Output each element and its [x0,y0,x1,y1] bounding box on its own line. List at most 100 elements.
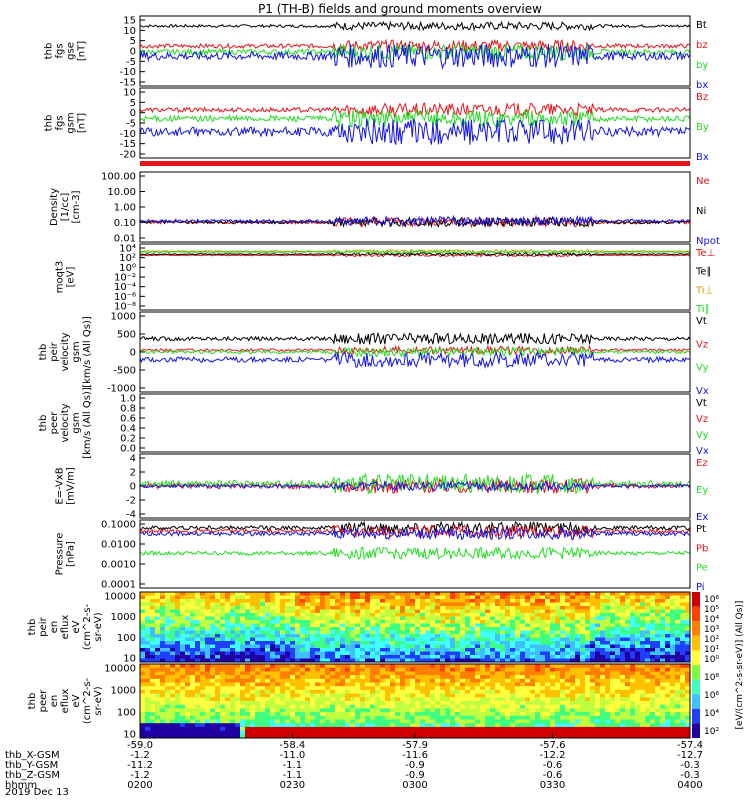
spectrogram-cell [185,655,191,659]
spectrogram-cell [605,664,611,669]
spectrogram-cell [480,592,486,596]
spectrogram-cell [375,667,381,672]
spectrogram-cell [555,734,561,739]
spectrogram-cell [570,667,576,672]
spectrogram-cell [220,730,226,735]
spectrogram-cell [370,675,376,680]
x-row-value: -1.2 [130,750,150,761]
spectrogram-cell [450,592,456,596]
x-tick-label: -57.6 [540,740,566,751]
spectrogram-cell [310,602,316,607]
spectrogram-cell [185,613,191,617]
spectrogram-cell [450,712,456,717]
spectrogram-cell [660,664,666,669]
spectrogram-cell [665,689,671,695]
y-tick-label: 10 [123,730,136,741]
spectrogram-cell [595,651,601,656]
spectrogram-cell [530,595,536,600]
spectrogram-cell [315,592,321,596]
spectrogram-cell [415,641,421,645]
spectrogram-cell [370,616,376,621]
spectrogram-cell [360,664,366,669]
spectrogram-cell [545,664,551,669]
spectrogram-cell [365,648,371,652]
spectrogram-cell [295,606,301,610]
spectrogram-cell [415,592,421,596]
spectrogram-cell [170,655,176,659]
spectrogram-cell [465,667,471,672]
spectrogram-cell [450,693,456,698]
spectrogram-cell [280,620,286,624]
spectrogram-cell [325,730,331,735]
spectrogram-cell [275,686,281,691]
spectrogram-cell [505,697,511,702]
spectrogram-cell [295,712,301,717]
spectrogram-cell [530,675,536,680]
spectrogram-cell [230,641,236,645]
spectrogram-cell [265,686,271,691]
spectrogram-cell [370,648,376,652]
spectrogram-cell [600,658,606,663]
spectrogram-cell [150,616,156,621]
spectrogram-cell [220,658,226,663]
spectrogram-cell [180,651,186,656]
spectrogram-cell [325,648,331,652]
spectrogram-cell [190,686,196,691]
spectrogram-cell [680,712,686,717]
spectrogram-cell [540,671,546,676]
spectrogram-cell [365,682,371,687]
spectrogram-cell [230,644,236,649]
spectrogram-cell [595,599,601,603]
spectrogram-cell [340,686,346,691]
spectrogram-cell [205,651,211,656]
spectrogram-cell [665,648,671,652]
spectrogram-cell [600,675,606,680]
spectrogram-cell [325,678,331,683]
spectrogram-cell [280,592,286,596]
spectrogram-cell [300,719,306,724]
spectrogram-cell [165,664,171,669]
ylabel-line: [cm-3] [71,190,82,223]
spectrogram-cell [455,616,461,621]
spectrogram-cell [475,655,481,659]
spectrogram-cell [640,634,646,638]
spectrogram-cell [610,678,616,683]
spectrogram-cell [375,623,381,628]
spectrogram-cell [150,634,156,638]
spectrogram-cell [650,704,656,709]
spectrogram-cell [610,671,616,676]
spectrogram-cell [185,609,191,614]
spectrogram-cell [340,620,346,624]
y-tick-label: -4 [126,510,136,521]
spectrogram-cell [575,627,581,631]
spectrogram-cell [505,715,511,720]
spectrogram-cell [595,693,601,698]
spectrogram-cell [250,708,256,713]
spectrogram-cell [510,637,516,642]
spectrogram-cell [190,719,196,724]
spectrogram-cell [430,613,436,617]
spectrogram-cell [340,606,346,610]
spectrogram-cell [615,595,621,600]
spectrogram-cell [265,667,271,672]
spectrogram-cell [675,697,681,702]
spectrogram-cell [370,667,376,672]
spectrogram-cell [430,671,436,676]
spectrogram-cell [640,734,646,739]
spectrogram-cell [425,634,431,638]
spectrogram-cell [650,693,656,698]
colorbar-segment [692,621,700,636]
spectrogram-cell [600,602,606,607]
spectrogram-cell [345,606,351,610]
spectrogram-cell [485,723,491,728]
spectrogram-cell [505,723,511,728]
spectrogram-cell [240,634,246,638]
spectrogram-cell [150,602,156,607]
spectrogram-cell [445,704,451,709]
spectrogram-cell [230,651,236,656]
spectrogram-cell [250,675,256,680]
spectrogram-cell [325,641,331,645]
spectrogram-cell [585,678,591,683]
y-tick-label: 0.0 [120,444,136,455]
